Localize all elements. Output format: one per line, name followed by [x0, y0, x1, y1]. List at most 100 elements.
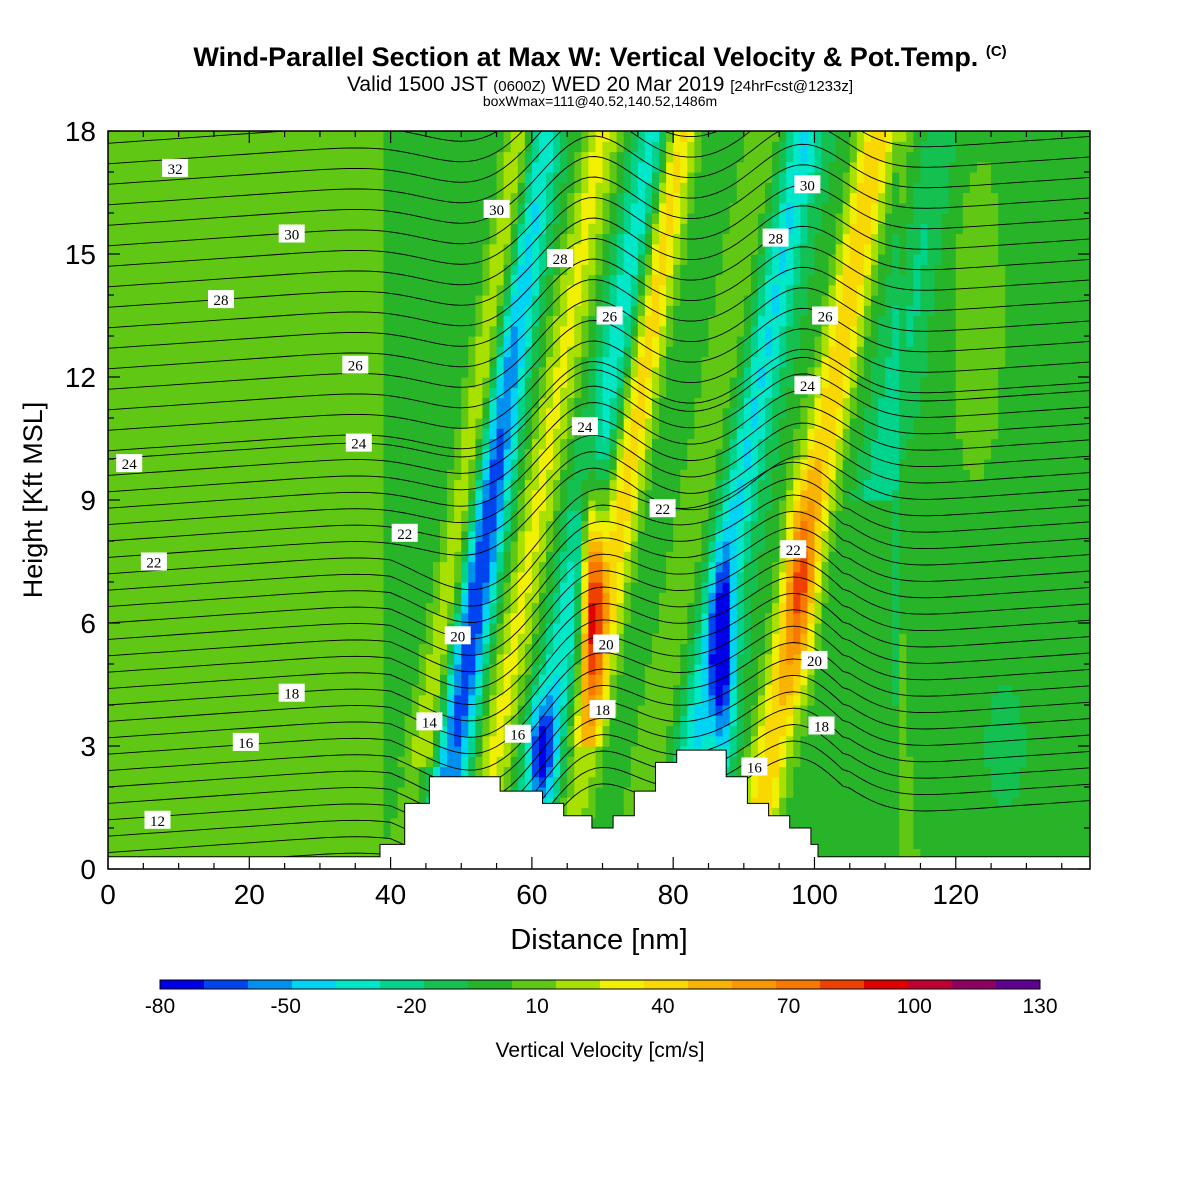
- velocity-cell: [334, 715, 342, 727]
- velocity-cell: [327, 325, 335, 337]
- velocity-cell: [334, 541, 342, 552]
- velocity-cell: [242, 284, 250, 296]
- velocity-cell: [242, 510, 250, 522]
- velocity-cell: [171, 746, 180, 757]
- velocity-cell: [115, 356, 123, 368]
- velocity-cell: [115, 274, 123, 286]
- velocity-cell: [581, 715, 589, 727]
- velocity-cell: [503, 213, 512, 224]
- velocity-cell: [496, 530, 505, 542]
- velocity-cell: [425, 407, 434, 419]
- velocity-cell: [425, 295, 434, 306]
- velocity-cell: [136, 694, 144, 706]
- velocity-cell: [291, 828, 300, 839]
- velocity-cell: [242, 161, 250, 173]
- velocity-cell: [291, 530, 300, 542]
- velocity-cell: [206, 428, 215, 440]
- velocity-cell: [242, 725, 250, 737]
- velocity-cell: [228, 684, 236, 696]
- velocity-cell: [108, 530, 116, 542]
- velocity-cell: [192, 448, 201, 460]
- velocity-cell: [355, 633, 363, 645]
- velocity-cell: [447, 233, 455, 245]
- velocity-cell: [263, 797, 272, 809]
- velocity-cell: [432, 735, 441, 747]
- velocity-cell: [213, 377, 222, 388]
- velocity-cell: [538, 172, 547, 183]
- velocity-cell: [425, 254, 434, 265]
- velocity-cell: [242, 295, 250, 306]
- velocity-cell: [567, 448, 575, 460]
- velocity-cell: [496, 684, 505, 696]
- velocity-cell: [263, 366, 272, 378]
- velocity-cell: [199, 623, 208, 634]
- velocity-cell: [305, 592, 314, 604]
- velocity-cell: [312, 366, 321, 378]
- velocity-cell: [383, 366, 392, 378]
- velocity-cell: [178, 407, 187, 419]
- velocity-cell: [425, 592, 434, 604]
- velocity-cell: [298, 407, 307, 419]
- velocity-cell: [567, 264, 575, 276]
- velocity-cell: [574, 305, 582, 317]
- velocity-cell: [249, 551, 257, 563]
- velocity-cell: [581, 407, 589, 419]
- velocity-cell: [560, 223, 568, 235]
- velocity-cell: [355, 407, 363, 419]
- velocity-cell: [355, 346, 363, 358]
- velocity-cell: [277, 766, 286, 778]
- velocity-cell: [546, 459, 554, 470]
- velocity-cell: [432, 182, 441, 194]
- velocity-cell: [440, 500, 448, 511]
- velocity-cell: [136, 530, 144, 542]
- velocity-cell: [291, 397, 300, 409]
- velocity-cell: [249, 715, 257, 727]
- velocity-cell: [319, 202, 328, 214]
- velocity-cell: [588, 438, 597, 450]
- velocity-cell: [284, 848, 293, 860]
- velocity-cell: [270, 305, 279, 317]
- velocity-cell: [390, 284, 399, 296]
- velocity-cell: [496, 161, 505, 173]
- velocity-cell: [376, 500, 385, 511]
- velocity-cell: [510, 418, 519, 429]
- velocity-cell: [553, 192, 561, 204]
- velocity-cell: [298, 346, 307, 358]
- velocity-cell: [213, 346, 222, 358]
- velocity-cell: [157, 612, 166, 624]
- velocity-cell: [319, 643, 328, 655]
- velocity-cell: [341, 243, 349, 255]
- velocity-cell: [129, 438, 137, 450]
- velocity-cell: [390, 674, 399, 686]
- velocity-cell: [411, 418, 420, 429]
- velocity-cell: [517, 325, 526, 337]
- velocity-cell: [327, 510, 335, 522]
- velocity-cell: [178, 325, 187, 337]
- velocity-cell: [440, 520, 448, 532]
- velocity-cell: [228, 469, 236, 481]
- velocity-cell: [256, 530, 265, 542]
- velocity-cell: [157, 500, 166, 511]
- velocity-cell: [270, 684, 279, 696]
- velocity-cell: [411, 725, 420, 737]
- velocity-cell: [447, 264, 455, 276]
- velocity-cell: [270, 530, 279, 542]
- velocity-cell: [242, 356, 250, 368]
- velocity-cell: [305, 541, 314, 552]
- velocity-cell: [567, 387, 575, 399]
- velocity-cell: [496, 438, 505, 450]
- velocity-cell: [305, 243, 314, 255]
- velocity-cell: [567, 582, 575, 593]
- velocity-cell: [581, 459, 589, 470]
- velocity-cell: [425, 612, 434, 624]
- velocity-cell: [256, 438, 265, 450]
- velocity-cell: [517, 500, 526, 511]
- velocity-cell: [510, 623, 519, 634]
- velocity-cell: [235, 407, 243, 419]
- velocity-cell: [284, 664, 293, 675]
- velocity-cell: [228, 325, 236, 337]
- velocity-cell: [475, 571, 484, 583]
- velocity-cell: [319, 694, 328, 706]
- velocity-cell: [574, 325, 582, 337]
- velocity-cell: [115, 817, 123, 829]
